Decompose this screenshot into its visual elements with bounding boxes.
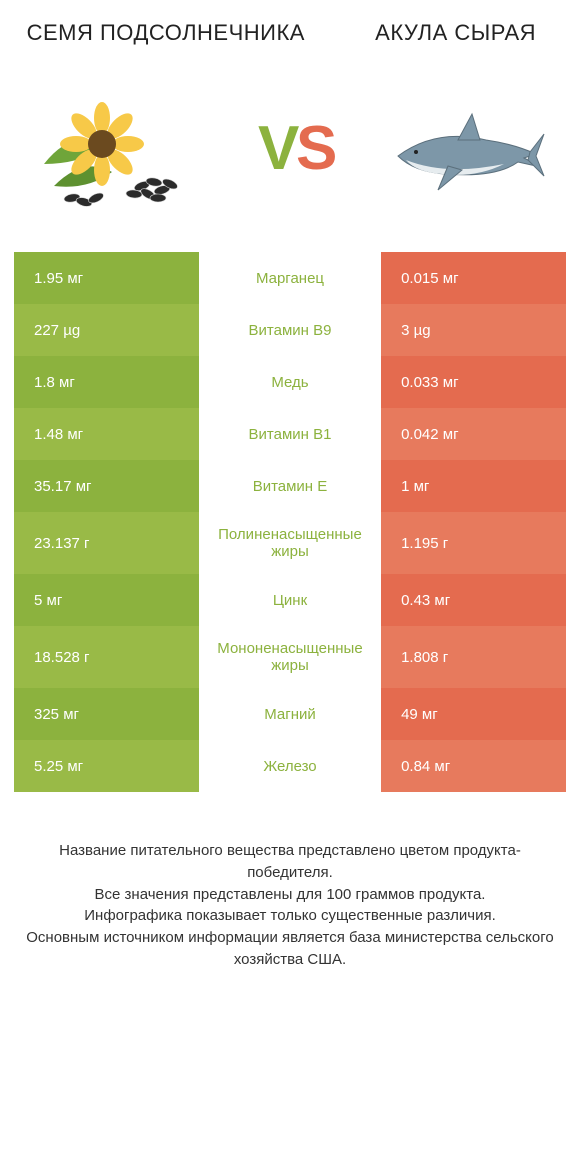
footer-line: Все значения представлены для 100 граммо… [22,884,558,906]
table-row: 1.48 мгВитамин B10.042 мг [14,408,566,460]
table-row: 227 µgВитамин B93 µg [14,304,566,356]
left-value: 325 мг [14,688,199,740]
right-value: 49 мг [381,688,566,740]
left-value: 1.48 мг [14,408,199,460]
table-row: 35.17 мгВитамин E1 мг [14,460,566,512]
right-value: 0.43 мг [381,574,566,626]
nutrient-name: Витамин E [199,460,381,512]
right-value: 1 мг [381,460,566,512]
footer-line: Основным источником информации является … [22,927,558,971]
sunflower-seed-icon [34,86,194,216]
nutrient-name: Магний [199,688,381,740]
vs-icon: V S [230,109,350,194]
nutrient-name: Полиненасыщенные жиры [199,512,381,574]
svg-text:S: S [296,114,337,183]
left-value: 1.95 мг [14,252,199,304]
right-value: 0.84 мг [381,740,566,792]
table-row: 23.137 гПолиненасыщенные жиры1.195 г [14,512,566,574]
titles-row: СЕМЯ ПОДСОЛНЕЧНИКА АКУЛА СЫРАЯ [14,20,566,46]
right-value: 0.042 мг [381,408,566,460]
left-value: 5.25 мг [14,740,199,792]
table-row: 18.528 гМононенасыщенные жиры1.808 г [14,626,566,688]
table-row: 1.8 мгМедь0.033 мг [14,356,566,408]
footer-line: Название питательного вещества представл… [22,840,558,884]
right-value: 1.808 г [381,626,566,688]
left-value: 35.17 мг [14,460,199,512]
table-row: 325 мгМагний49 мг [14,688,566,740]
right-value: 0.033 мг [381,356,566,408]
table-row: 5.25 мгЖелезо0.84 мг [14,740,566,792]
images-row: V S [14,74,566,252]
left-value: 5 мг [14,574,199,626]
nutrient-name: Витамин B1 [199,408,381,460]
footer-notes: Название питательного вещества представл… [14,840,566,971]
table-row: 1.95 мгМарганец0.015 мг [14,252,566,304]
comparison-table: 1.95 мгМарганец0.015 мг227 µgВитамин B93… [14,252,566,792]
left-value: 1.8 мг [14,356,199,408]
svg-text:V: V [258,114,299,183]
left-value: 18.528 г [14,626,199,688]
table-row: 5 мгЦинк0.43 мг [14,574,566,626]
right-value: 0.015 мг [381,252,566,304]
nutrient-name: Мононенасыщенные жиры [199,626,381,688]
nutrient-name: Цинк [199,574,381,626]
left-value: 227 µg [14,304,199,356]
left-product-title: СЕМЯ ПОДСОЛНЕЧНИКА [14,20,318,46]
right-product-title: АКУЛА СЫРАЯ [345,20,566,46]
nutrient-name: Железо [199,740,381,792]
nutrient-name: Витамин B9 [199,304,381,356]
nutrient-name: Медь [199,356,381,408]
right-value: 3 µg [381,304,566,356]
right-value: 1.195 г [381,512,566,574]
nutrient-name: Марганец [199,252,381,304]
footer-line: Инфографика показывает только существенн… [22,905,558,927]
shark-icon [386,86,546,216]
left-value: 23.137 г [14,512,199,574]
